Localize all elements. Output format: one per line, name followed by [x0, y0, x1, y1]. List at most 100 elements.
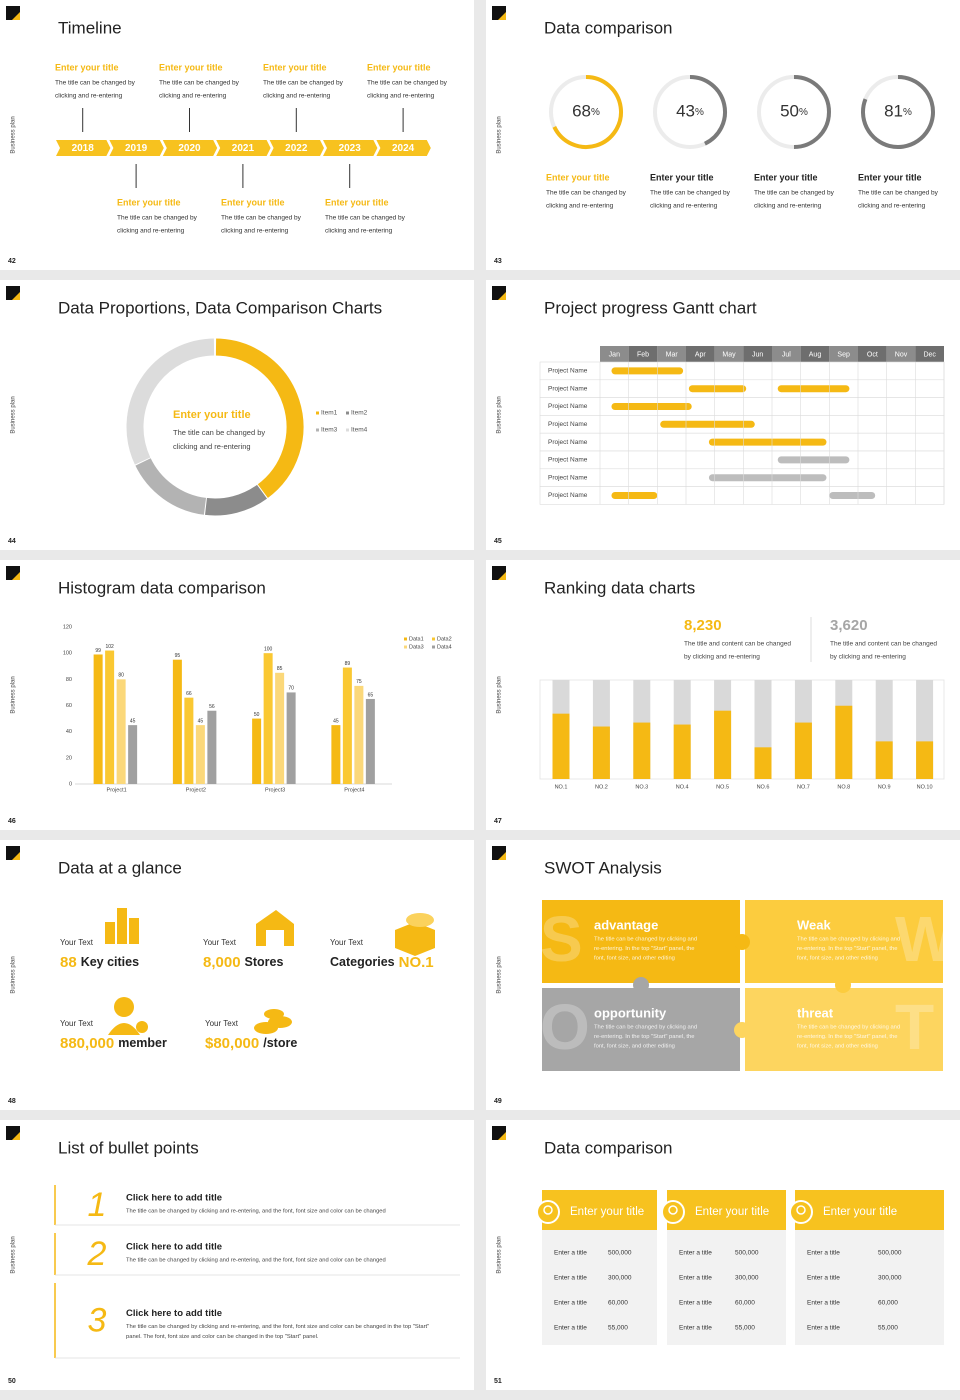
- center-title: Enter your title: [173, 409, 251, 421]
- slide-title: List of bullet points: [58, 1138, 199, 1157]
- slide-title: Data Proportions, Data Comparison Charts: [58, 298, 382, 317]
- bullet-text: The title can be changed by clicking and…: [126, 1258, 386, 1264]
- slide: Data Proportions, Data Comparison Charts…: [0, 280, 474, 550]
- row-label: Project Name: [548, 368, 588, 375]
- slide-background: [0, 560, 474, 830]
- bar: [875, 741, 893, 779]
- side-label: Business plan: [11, 956, 17, 993]
- row-value: 500,000: [735, 1250, 759, 1257]
- side-label: Business plan: [11, 1236, 17, 1273]
- swot-letter: S: [540, 903, 583, 975]
- card-icon-inner: [543, 1205, 553, 1215]
- swot-text: The title can be changed by clicking and: [797, 937, 900, 943]
- knob: [734, 934, 750, 950]
- y-tick-label: 20: [66, 755, 72, 761]
- value-text: /store: [263, 1036, 297, 1050]
- donut-value: 43%: [676, 101, 704, 120]
- card-icon-inner: [796, 1205, 806, 1215]
- month-header: [657, 346, 686, 362]
- x-tick-label: NO.10: [917, 784, 933, 790]
- donut-arc: [689, 75, 727, 146]
- side-label: Business plan: [497, 956, 503, 993]
- row: [539, 397, 945, 416]
- value-accent: $80,000: [205, 1035, 259, 1052]
- icon: [105, 908, 139, 944]
- entry-text: clicking and re-entering: [221, 228, 289, 235]
- bar: [552, 713, 570, 779]
- gantt-bar: [611, 367, 684, 375]
- timeline-segment: [323, 140, 378, 156]
- year-label: 2024: [392, 143, 415, 154]
- row-label: Enter a title: [679, 1325, 712, 1332]
- slide: Data at a glance Business plan 48 Your Text…: [0, 840, 474, 1110]
- swot-title: threat: [797, 1005, 834, 1020]
- x-tick-label: NO.5: [716, 784, 729, 790]
- swot-text: The title can be changed by clicking and: [797, 1025, 900, 1031]
- timeline-segment: [56, 140, 111, 156]
- bar: [263, 653, 273, 784]
- x-tick-label: NO.2: [595, 784, 608, 790]
- x-tick-label: NO.8: [837, 784, 850, 790]
- page-number: 43: [494, 258, 502, 265]
- bar: [794, 722, 812, 779]
- month-label: Aug: [809, 351, 822, 358]
- swot-text: re-entering. In the top "Start" panel, t…: [797, 1034, 897, 1040]
- bar: [592, 726, 610, 779]
- side-label: Business plan: [11, 396, 17, 433]
- page-number: 47: [494, 818, 502, 825]
- item-value: $80,000/store: [205, 1035, 297, 1052]
- x-tick-label: NO.7: [797, 784, 810, 790]
- donut-text: The title can be changed by: [546, 190, 627, 197]
- item-value: 8,000 Stores: [203, 954, 283, 971]
- entry-text: The title can be changed by: [325, 215, 406, 222]
- donut-arc: [793, 75, 831, 149]
- gantt-bar: [777, 385, 850, 393]
- card-icon: [661, 1200, 685, 1224]
- legend-swatch: [404, 645, 407, 649]
- entry-title: Enter your title: [263, 62, 327, 72]
- value-label: 85: [277, 666, 283, 672]
- side-label: Business plan: [497, 1236, 503, 1273]
- value-label: 102: [105, 644, 114, 650]
- stat-text: The title and content can be changed: [684, 641, 791, 648]
- donut-title: Enter your title: [650, 172, 714, 182]
- side-label: Business plan: [497, 116, 503, 153]
- slide-title: Ranking data charts: [544, 578, 695, 597]
- card-header: [795, 1190, 944, 1230]
- entry-text: The title can be changed by: [55, 80, 136, 87]
- icon-part: [136, 1021, 148, 1033]
- page-number: 46: [8, 818, 16, 825]
- legend-label: Item1: [321, 410, 338, 417]
- slide-title: Data comparison: [544, 1138, 673, 1157]
- swot-title: opportunity: [594, 1005, 667, 1020]
- row-label: Enter a title: [554, 1325, 587, 1332]
- row: [539, 450, 945, 470]
- knob: [734, 1022, 750, 1038]
- knob: [835, 977, 851, 993]
- donut-text: clicking and re-entering: [754, 203, 822, 210]
- icon: [254, 1009, 292, 1034]
- month-header: [858, 346, 887, 362]
- timeline-segment: [109, 140, 164, 156]
- x-tick-label: Project1: [107, 787, 127, 793]
- row-value: 60,000: [608, 1300, 628, 1307]
- gantt-bar: [611, 403, 692, 410]
- donut-title: Enter your title: [546, 172, 610, 182]
- icon-part: [117, 908, 127, 944]
- row-value: 500,000: [878, 1250, 902, 1257]
- row-label: Enter a title: [679, 1250, 712, 1257]
- center-text: The title can be changed by: [173, 428, 265, 437]
- legend-label: Item4: [351, 427, 368, 434]
- row-label: Project Name: [548, 457, 588, 464]
- swot-text: font, font size, and other editing: [797, 956, 878, 962]
- donut-value: 68%: [572, 101, 600, 120]
- donut-text: clicking and re-entering: [650, 203, 718, 210]
- value-accent: NO.1: [399, 954, 434, 971]
- donut-unit: %: [591, 107, 600, 118]
- item-label: Your Text: [60, 938, 94, 947]
- corner-accent: [12, 292, 20, 300]
- value-text: member: [118, 1036, 167, 1050]
- row-label: Project Name: [548, 492, 588, 499]
